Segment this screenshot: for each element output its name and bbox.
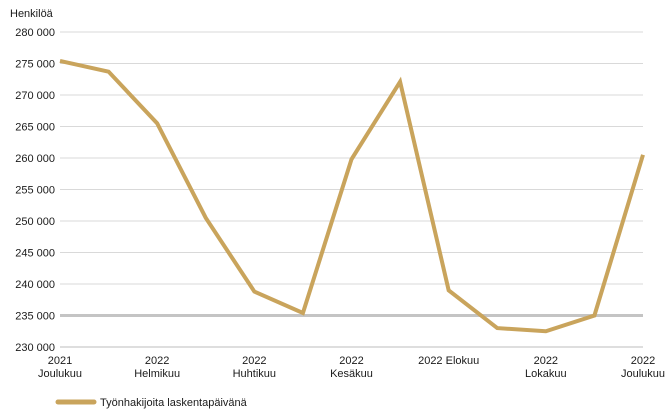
series-line xyxy=(59,59,645,334)
y-tick-label: 270 000 xyxy=(15,90,55,102)
series-group xyxy=(59,59,645,334)
y-tick-label: 265 000 xyxy=(15,122,55,134)
y-tick-label: 260 000 xyxy=(15,153,55,165)
x-tick-label: 2022 Huhtikuu xyxy=(233,355,276,380)
y-tick-label: 250 000 xyxy=(15,216,55,228)
legend-label: Työnhakijoita laskentapäivänä xyxy=(100,397,248,409)
x-tick-label: 2022 Helmikuu xyxy=(134,355,180,380)
y-tick-label: 280 000 xyxy=(15,27,55,39)
y-axis-label: Henkilöä xyxy=(10,8,54,20)
y-tick-label: 235 000 xyxy=(15,311,55,323)
y-tick-label: 245 000 xyxy=(15,248,55,260)
x-tick-label: 2022 Kesäkuu xyxy=(330,355,373,380)
legend: Työnhakijoita laskentapäivänä xyxy=(55,397,248,409)
y-tick-label: 275 000 xyxy=(15,59,55,71)
y-tick-labels: 230 000 235 000 240 000 245 000 250 000 255 0… xyxy=(15,27,55,354)
y-tick-label: 240 000 xyxy=(15,279,55,291)
x-tick-label: 2022 Joulukuu xyxy=(621,355,665,380)
x-tick-labels: 2021 Joulukuu 2022 Helmikuu 2022 Huhtikuu 2022… xyxy=(38,355,665,380)
gridlines xyxy=(60,31,643,348)
x-tick-label: 2021 Joulukuu xyxy=(38,355,82,380)
y-tick-label: 255 000 xyxy=(15,185,55,197)
y-tick-label: 230 000 xyxy=(15,342,55,354)
x-tick-label: 2022 Lokakuu xyxy=(525,355,567,380)
x-tick-label: 2022 Elokuu xyxy=(418,355,479,367)
